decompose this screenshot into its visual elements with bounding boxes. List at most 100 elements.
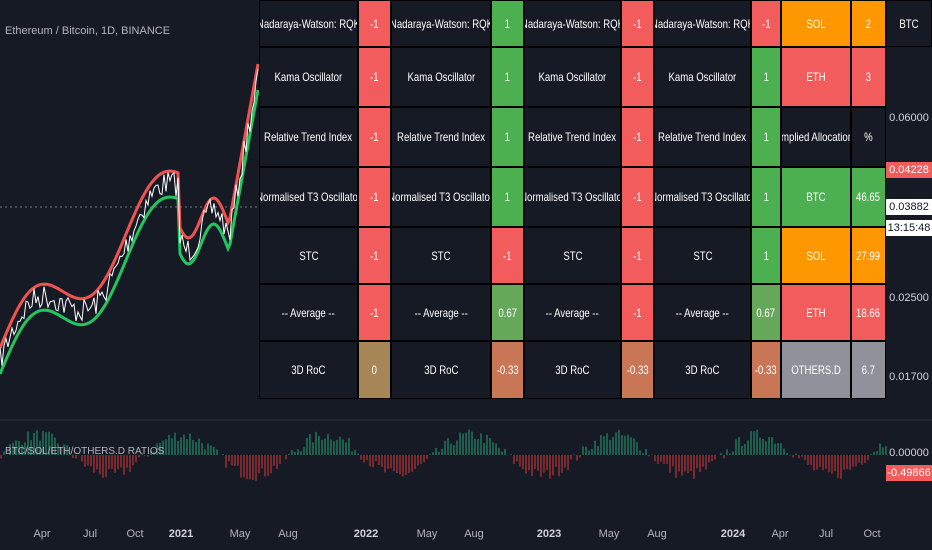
histogram-bar <box>813 455 815 471</box>
histogram-bar <box>570 455 572 460</box>
cell-text: 1 <box>504 190 511 204</box>
histogram-bar <box>534 455 536 470</box>
cell-text: ETH <box>806 70 826 84</box>
histogram-bar <box>240 455 242 478</box>
histogram-bar <box>279 455 281 464</box>
histogram-bar <box>195 441 197 455</box>
cell-text: 6.7 <box>861 363 876 377</box>
histogram-bar <box>369 455 371 467</box>
chart-title: Ethereum / Bitcoin, 1D, BINANCE <box>5 25 171 37</box>
cell-text: Relative Trend Index <box>528 130 617 144</box>
table-cell: STC <box>391 227 491 284</box>
histogram-bar <box>129 455 131 472</box>
histogram-bar <box>243 455 245 478</box>
histogram-bar <box>771 437 773 455</box>
histogram-bar <box>504 448 506 455</box>
table-cell: Nadaraya-Watson: RQK <box>524 0 621 47</box>
histogram-bar <box>18 440 20 455</box>
table-cell: 2 <box>851 0 886 47</box>
histogram-bar <box>225 455 227 468</box>
histogram-bar <box>609 439 611 455</box>
histogram-bar <box>411 455 413 472</box>
table-cell: 1 <box>491 0 524 47</box>
cell-text: -1 <box>633 70 642 84</box>
histogram-bar <box>354 449 356 455</box>
histogram-bar <box>756 429 758 455</box>
histogram-bar <box>498 447 500 455</box>
cell-text: -1 <box>370 248 379 263</box>
histogram-bar <box>792 455 794 458</box>
histogram-bar <box>381 455 383 467</box>
histogram-bar <box>567 455 569 470</box>
histogram-bar <box>711 455 713 462</box>
table-cell: 18.66 <box>851 284 886 341</box>
price-label: 0.01700 <box>889 371 929 383</box>
cell-text: 3 <box>865 70 872 84</box>
cell-text: 3D RoC <box>423 363 459 377</box>
histogram-bar <box>588 450 590 455</box>
cell-text: 1 <box>504 130 511 144</box>
histogram-bar <box>795 453 797 455</box>
histogram-bar <box>192 439 194 455</box>
table-cell: -1 <box>491 227 524 284</box>
histogram-bar <box>750 431 752 455</box>
cell-text: 2 <box>865 16 872 31</box>
histogram-bar <box>495 443 497 455</box>
histogram-bar <box>135 455 137 463</box>
histogram-bar <box>342 439 344 455</box>
histogram-bar <box>489 438 491 455</box>
cell-text: 0.67 <box>756 305 776 320</box>
histogram-bar <box>252 455 254 480</box>
histogram-bar <box>42 431 44 455</box>
cell-text: BTC <box>806 190 826 204</box>
histogram-bar <box>246 455 248 480</box>
histogram-bar <box>714 455 716 460</box>
cell-text: Relative Trend Index <box>396 130 486 144</box>
histogram-bar <box>516 455 518 462</box>
histogram-bar <box>600 434 602 455</box>
cell-text: Normalised T3 Oscillator <box>524 190 621 204</box>
cell-text: OTHERS.D <box>791 363 841 377</box>
histogram-bar <box>324 438 326 455</box>
histogram-bar <box>66 445 68 455</box>
histogram-bar <box>264 455 266 477</box>
table-cell: BTC <box>781 167 851 227</box>
table-cell: 1 <box>751 167 781 227</box>
cell-text: -1 <box>761 16 771 31</box>
table-cell: Relative Trend Index <box>524 107 621 167</box>
histogram-bar <box>483 443 485 455</box>
cell-text: 1 <box>763 248 769 263</box>
table-cell: 0.67 <box>491 284 524 341</box>
histogram-bar <box>237 455 239 466</box>
table-cell: 46.65 <box>851 167 886 227</box>
histogram-bar <box>765 441 767 455</box>
histogram-bar <box>519 455 521 467</box>
cell-text: Nadaraya-Watson: RQK <box>524 16 621 31</box>
histogram-bar <box>450 443 452 455</box>
histogram-bar <box>3 451 5 455</box>
table-cell: OTHERS.D <box>781 341 851 399</box>
cell-text: Relative Trend Index <box>658 130 747 144</box>
histogram-bar <box>606 433 608 455</box>
histogram-bar <box>288 453 290 455</box>
histogram-bar <box>234 455 236 466</box>
histogram-bar <box>231 455 233 466</box>
histogram-bar <box>708 455 710 463</box>
trend-down <box>0 63 260 349</box>
histogram-bar <box>663 455 665 464</box>
histogram-bar <box>270 455 272 474</box>
cell-text: -- Average -- <box>545 305 600 320</box>
histogram-bar <box>93 455 95 473</box>
histogram-bar <box>690 455 692 472</box>
histogram-bar <box>402 455 404 477</box>
cell-text: -1 <box>370 305 379 320</box>
histogram-bar <box>30 440 32 455</box>
histogram-bar <box>0 455 2 459</box>
table-cell: -1 <box>621 284 654 341</box>
histogram-bar <box>414 455 416 470</box>
histogram-bar <box>114 455 116 473</box>
cell-text: Kama Oscillator <box>407 70 475 84</box>
cell-text: 0 <box>371 363 378 377</box>
time-label: 2024 <box>720 528 746 540</box>
table-cell: STC <box>259 227 358 284</box>
